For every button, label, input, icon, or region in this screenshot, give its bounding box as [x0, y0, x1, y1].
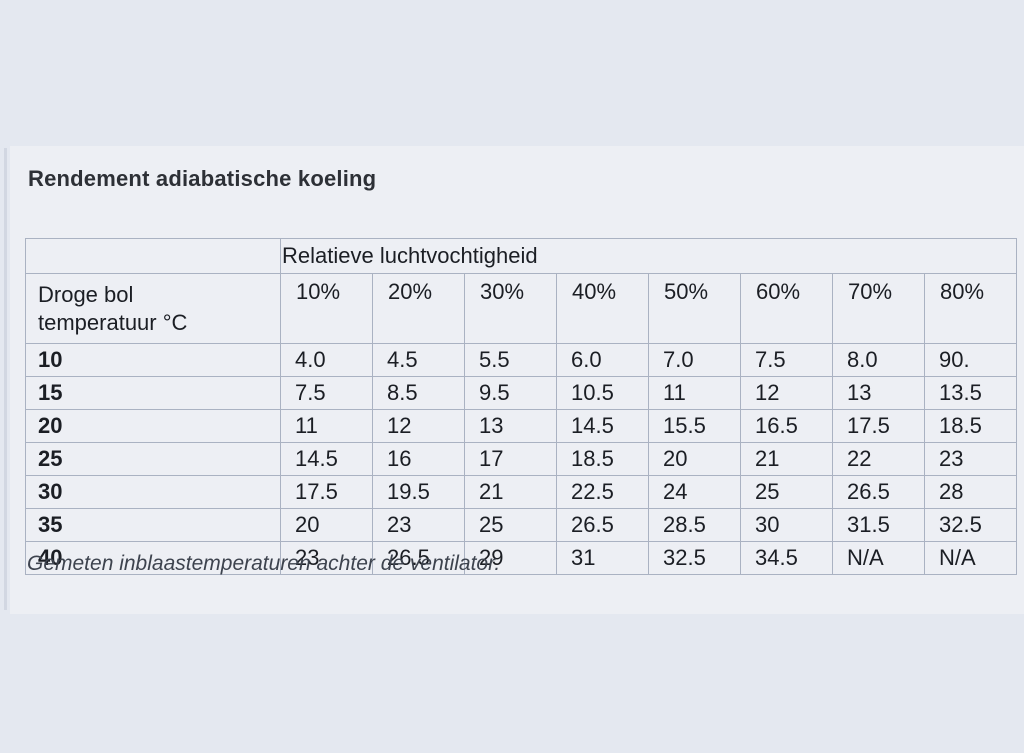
row-label-cell: 25 — [25, 442, 281, 476]
value-cell: 14.5 — [280, 442, 373, 476]
row-label-cell: 15 — [25, 376, 281, 410]
value-cell: 16 — [372, 442, 465, 476]
value-cell: 17 — [464, 442, 557, 476]
row-label-cell: 20 — [25, 409, 281, 443]
col-header-30pct: 30% — [464, 273, 557, 344]
value-cell: 21 — [464, 475, 557, 509]
table-row: 40 23 26.5 29 31 32.5 34.5 N/A N/A — [25, 541, 1018, 575]
value-cell: 13.5 — [923, 376, 1018, 410]
value-cell: 12 — [740, 376, 833, 410]
value-cell: 32.5 — [648, 541, 741, 575]
col-header-20pct: 20% — [372, 273, 465, 344]
value-cell: 8.0 — [832, 343, 925, 377]
value-cell: 29 — [464, 541, 557, 575]
value-cell: 13 — [832, 376, 925, 410]
value-cell: 24 — [648, 475, 741, 509]
span-header-row: Relatieve luchtvochtigheid — [25, 238, 1018, 274]
adiabatic-cooling-table: Relatieve luchtvochtigheid Droge bol tem… — [25, 238, 1018, 575]
value-cell: 16.5 — [740, 409, 833, 443]
value-cell: 25 — [464, 508, 557, 542]
col-header-60pct: 60% — [740, 273, 833, 344]
value-cell: 12 — [372, 409, 465, 443]
value-cell: 18.5 — [923, 409, 1018, 443]
value-cell: 8.5 — [372, 376, 465, 410]
value-cell: 5.5 — [464, 343, 557, 377]
table-row: 35 20 23 25 26.5 28.5 30 31.5 32.5 — [25, 508, 1018, 542]
value-cell: 20 — [648, 442, 741, 476]
value-cell: 4.0 — [280, 343, 373, 377]
value-cell: 10.5 — [556, 376, 649, 410]
column-header-row: Droge bol temperatuur °C 10% 20% 30% 40%… — [25, 273, 1018, 344]
value-cell: 19.5 — [372, 475, 465, 509]
col-header-40pct: 40% — [556, 273, 649, 344]
value-cell: 21 — [740, 442, 833, 476]
left-edge-divider — [4, 148, 7, 610]
value-cell: 31 — [556, 541, 649, 575]
value-cell: 31.5 — [832, 508, 925, 542]
value-cell: 34.5 — [740, 541, 833, 575]
value-cell: 90. — [923, 343, 1018, 377]
value-cell: N/A — [832, 541, 925, 575]
value-cell: 22.5 — [556, 475, 649, 509]
value-cell: 7.5 — [740, 343, 833, 377]
corner-cell — [25, 238, 281, 274]
value-cell: 23 — [280, 541, 373, 575]
row-label-cell: 35 — [25, 508, 281, 542]
value-cell: 22 — [832, 442, 925, 476]
value-cell: 11 — [648, 376, 741, 410]
value-cell: 14.5 — [556, 409, 649, 443]
value-cell: 4.5 — [372, 343, 465, 377]
col-header-10pct: 10% — [280, 273, 373, 344]
table-row: 10 4.0 4.5 5.5 6.0 7.0 7.5 8.0 90. — [25, 343, 1018, 377]
value-cell: 28 — [923, 475, 1018, 509]
value-cell: N/A — [923, 541, 1018, 575]
page-title: Rendement adiabatische koeling — [28, 166, 377, 191]
value-cell: 17.5 — [832, 409, 925, 443]
value-cell: 28.5 — [648, 508, 741, 542]
value-cell: 11 — [280, 409, 373, 443]
value-cell: 20 — [280, 508, 373, 542]
col-header-70pct: 70% — [832, 273, 925, 344]
row-label-cell: 30 — [25, 475, 281, 509]
table-row: 15 7.5 8.5 9.5 10.5 11 12 13 13.5 — [25, 376, 1018, 410]
table-row: 25 14.5 16 17 18.5 20 21 22 23 — [25, 442, 1018, 476]
table-body: 10 4.0 4.5 5.5 6.0 7.0 7.5 8.0 90. 15 7.5 8.5 9.5 10.… — [25, 343, 1018, 575]
col-header-50pct: 50% — [648, 273, 741, 344]
value-cell: 26.5 — [372, 541, 465, 575]
content-panel: Rendement adiabatische koeling Relatieve… — [10, 146, 1024, 614]
row-header-line1: Droge bol — [38, 281, 134, 307]
value-cell: 7.0 — [648, 343, 741, 377]
col-header-80pct: 80% — [923, 273, 1018, 344]
row-label-cell: 40 — [25, 541, 281, 575]
row-header-line2: temperatuur °C — [38, 309, 188, 335]
value-cell: 13 — [464, 409, 557, 443]
value-cell: 15.5 — [648, 409, 741, 443]
value-cell: 30 — [740, 508, 833, 542]
value-cell: 32.5 — [923, 508, 1018, 542]
row-header: Droge bol temperatuur °C — [25, 273, 281, 344]
value-cell: 9.5 — [464, 376, 557, 410]
value-cell: 26.5 — [832, 475, 925, 509]
span-header: Relatieve luchtvochtigheid — [279, 238, 1018, 274]
footnote: Gemeten inblaastemperaturen achter de ve… — [27, 552, 501, 575]
value-cell: 26.5 — [556, 508, 649, 542]
value-cell: 25 — [740, 475, 833, 509]
value-cell: 23 — [372, 508, 465, 542]
value-cell: 7.5 — [280, 376, 373, 410]
table-row: 20 11 12 13 14.5 15.5 16.5 17.5 18.5 — [25, 409, 1018, 443]
value-cell: 23 — [923, 442, 1018, 476]
value-cell: 17.5 — [280, 475, 373, 509]
table-row: 30 17.5 19.5 21 22.5 24 25 26.5 28 — [25, 475, 1018, 509]
value-cell: 18.5 — [556, 442, 649, 476]
value-cell: 6.0 — [556, 343, 649, 377]
row-label-cell: 10 — [25, 343, 281, 377]
